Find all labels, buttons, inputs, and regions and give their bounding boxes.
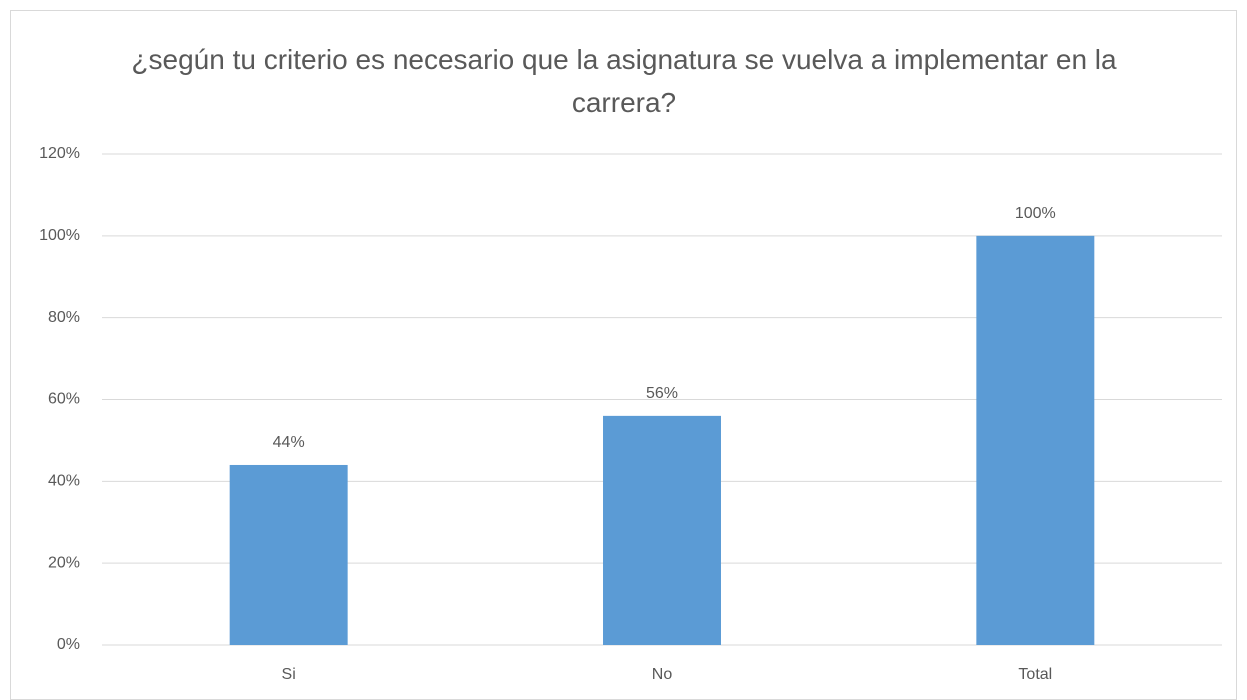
- bar: [229, 464, 348, 645]
- bar: [976, 235, 1095, 646]
- x-tick-label: Total: [1018, 666, 1052, 683]
- value-label: 100%: [1015, 205, 1056, 222]
- chart-title: ¿según tu criterio es necesario que la a…: [131, 44, 1117, 118]
- y-tick-label: 0%: [57, 636, 80, 653]
- value-label: 44%: [273, 434, 305, 451]
- x-tick-label: Si: [282, 666, 296, 683]
- y-tick-label: 40%: [48, 473, 80, 490]
- y-tick-label: 100%: [39, 227, 80, 244]
- bar: [603, 415, 721, 645]
- y-tick-label: 60%: [48, 391, 80, 408]
- y-tick-label: 20%: [48, 554, 80, 571]
- y-tick-label: 120%: [39, 145, 80, 162]
- x-tick-label: No: [652, 666, 673, 683]
- y-tick-label: 80%: [48, 309, 80, 326]
- value-label: 56%: [646, 385, 678, 402]
